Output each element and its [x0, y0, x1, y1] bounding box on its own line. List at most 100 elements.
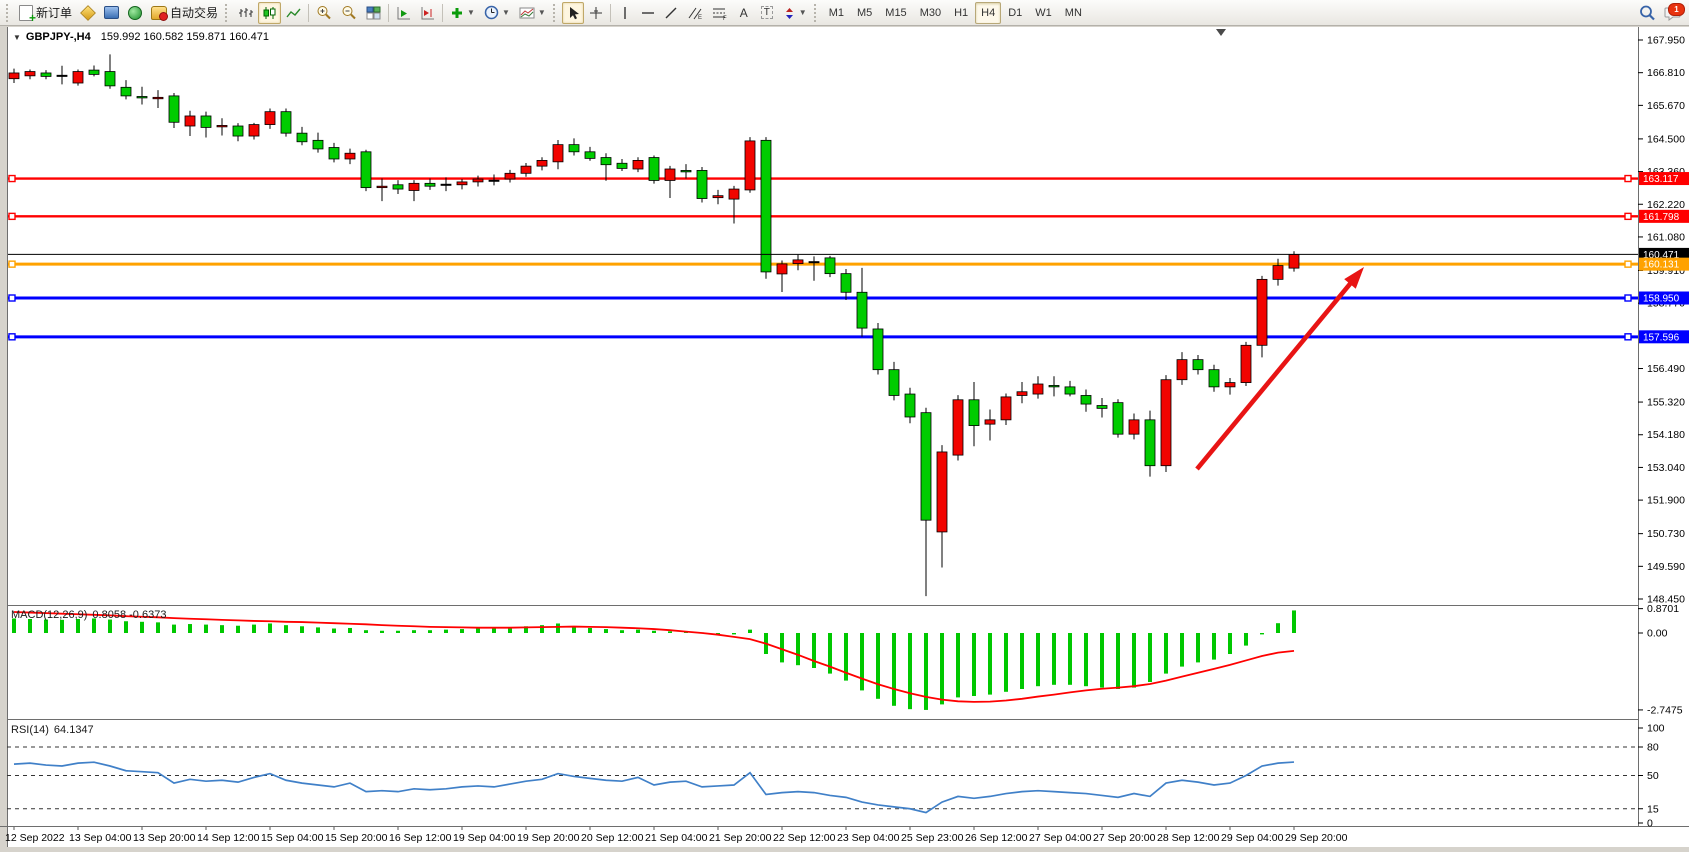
- macd-bar: [860, 633, 864, 691]
- line-handle[interactable]: [1624, 212, 1632, 221]
- terminal-button[interactable]: [124, 2, 146, 24]
- templates-button[interactable]: ▼: [515, 2, 550, 24]
- bar-chart-button[interactable]: [234, 2, 257, 24]
- macd-bar: [508, 627, 512, 633]
- timeframe-m5[interactable]: M5: [857, 6, 873, 19]
- macd-bar: [1244, 633, 1248, 646]
- svg-text:27 Sep 20:00: 27 Sep 20:00: [1093, 832, 1156, 844]
- macd-bar: [1116, 633, 1120, 689]
- macd-bar: [44, 619, 48, 633]
- timeframe-mn[interactable]: MN: [1064, 6, 1082, 19]
- market-watch-button[interactable]: [77, 2, 99, 24]
- zoom-in-button[interactable]: [312, 2, 336, 24]
- macd-bar: [1292, 610, 1296, 633]
- line-handle[interactable]: [8, 212, 16, 221]
- arrow-shaft[interactable]: [1195, 279, 1355, 471]
- timeframe-m15[interactable]: M15: [885, 6, 907, 19]
- svg-text:0: 0: [1647, 818, 1653, 830]
- trendline-tool[interactable]: [660, 2, 682, 24]
- candle: [696, 170, 708, 199]
- timeframe-m1[interactable]: M1: [828, 6, 844, 19]
- candle: [408, 182, 420, 191]
- timeframe-h1[interactable]: H1: [954, 6, 969, 19]
- trend-arrow-object[interactable]: [1195, 267, 1364, 471]
- trendline-icon: [665, 7, 677, 18]
- macd-bar: [156, 622, 160, 633]
- chart-canvas[interactable]: 167.950166.810165.670164.500163.360162.2…: [0, 27, 1689, 852]
- macd-bar: [796, 633, 800, 666]
- line-handle[interactable]: [1624, 174, 1632, 183]
- candle: [584, 151, 596, 159]
- channel-tool[interactable]: E: [683, 2, 707, 24]
- rsi-name: RSI(14): [11, 724, 49, 736]
- line-handle[interactable]: [1624, 333, 1632, 341]
- cursor-button[interactable]: [561, 1, 584, 24]
- candle: [888, 369, 900, 396]
- candle: [24, 71, 36, 77]
- line-handle[interactable]: [8, 260, 16, 268]
- arrow-objects-icon: [785, 7, 793, 19]
- auto-scroll-button[interactable]: [392, 2, 415, 24]
- auto-trading-label: 自动交易: [170, 6, 219, 20]
- auto-trading-button[interactable]: 自动交易: [147, 2, 222, 24]
- candle: [952, 399, 964, 456]
- new-order-button[interactable]: 新订单: [15, 2, 76, 25]
- periods-button[interactable]: ▼: [480, 2, 514, 24]
- timeframe-h4[interactable]: H4: [975, 1, 1002, 24]
- fibonacci-tool[interactable]: F: [708, 2, 732, 24]
- svg-text:19 Sep 04:00: 19 Sep 04:00: [453, 832, 516, 844]
- macd-bar: [12, 618, 16, 633]
- macd-bar: [940, 633, 944, 705]
- candle: [744, 140, 756, 191]
- arrow-head[interactable]: [1344, 267, 1364, 289]
- toolbar-grip[interactable]: [6, 3, 11, 22]
- crosshair-button[interactable]: [585, 2, 607, 24]
- macd-bar: [92, 618, 96, 633]
- toolbar-grip[interactable]: [225, 3, 230, 22]
- macd-bar: [892, 633, 896, 706]
- toolbar-grip[interactable]: [813, 3, 819, 22]
- time-axis[interactable]: 12 Sep 2022 13 Sep 04:00 13 Sep 20:00 14 Se…: [5, 827, 1348, 844]
- timeframe-w1[interactable]: W1: [1035, 6, 1052, 19]
- line-handle[interactable]: [1624, 294, 1632, 302]
- label-tool[interactable]: T: [756, 2, 778, 24]
- line-handles[interactable]: [7, 174, 1638, 341]
- timeframe-d1[interactable]: D1: [1008, 6, 1023, 19]
- zoom-out-button[interactable]: [337, 2, 361, 24]
- chart-shift-button[interactable]: [416, 2, 439, 24]
- svg-text:14 Sep 12:00: 14 Sep 12:00: [197, 832, 260, 844]
- candlestick-chart-button[interactable]: [258, 1, 282, 24]
- candle: [504, 172, 516, 180]
- indicators-button[interactable]: ▼: [446, 2, 479, 24]
- line-handle[interactable]: [8, 174, 16, 183]
- vertical-line-tool[interactable]: [614, 2, 636, 24]
- candle: [1016, 391, 1028, 396]
- candle: [616, 162, 628, 169]
- line-handle[interactable]: [8, 333, 16, 341]
- candle: [1208, 369, 1220, 388]
- arrows-tool[interactable]: ▼: [779, 2, 811, 24]
- macd-bar: [188, 624, 192, 633]
- candle: [1048, 385, 1060, 388]
- navigator-button[interactable]: [100, 2, 123, 24]
- collapse-trade-panel-icon[interactable]: ▼: [13, 33, 21, 42]
- macd-signal-line: [13, 611, 1295, 703]
- candle: [936, 451, 948, 533]
- tile-windows-button[interactable]: [362, 2, 385, 24]
- cursor-arrow-icon: [569, 6, 579, 19]
- toolbar-grip[interactable]: [552, 3, 558, 22]
- search-button[interactable]: [1635, 2, 1660, 24]
- svg-text:25 Sep 23:00: 25 Sep 23:00: [901, 832, 964, 844]
- timeframe-m30[interactable]: M30: [919, 6, 942, 19]
- notifications-button[interactable]: 1: [1661, 2, 1685, 24]
- horizontal-line-objects[interactable]: [7, 177, 1638, 339]
- dropdown-caret-icon: ▼: [501, 7, 510, 17]
- line-chart-button[interactable]: [282, 2, 305, 24]
- text-tool[interactable]: A: [733, 2, 755, 24]
- line-handle[interactable]: [8, 294, 16, 302]
- chart-shift-marker[interactable]: [1216, 29, 1226, 36]
- line-handle[interactable]: [1624, 260, 1632, 268]
- svg-text:157.596: 157.596: [1643, 332, 1680, 343]
- clock-icon: [484, 5, 499, 20]
- horizontal-line-tool[interactable]: [637, 2, 659, 24]
